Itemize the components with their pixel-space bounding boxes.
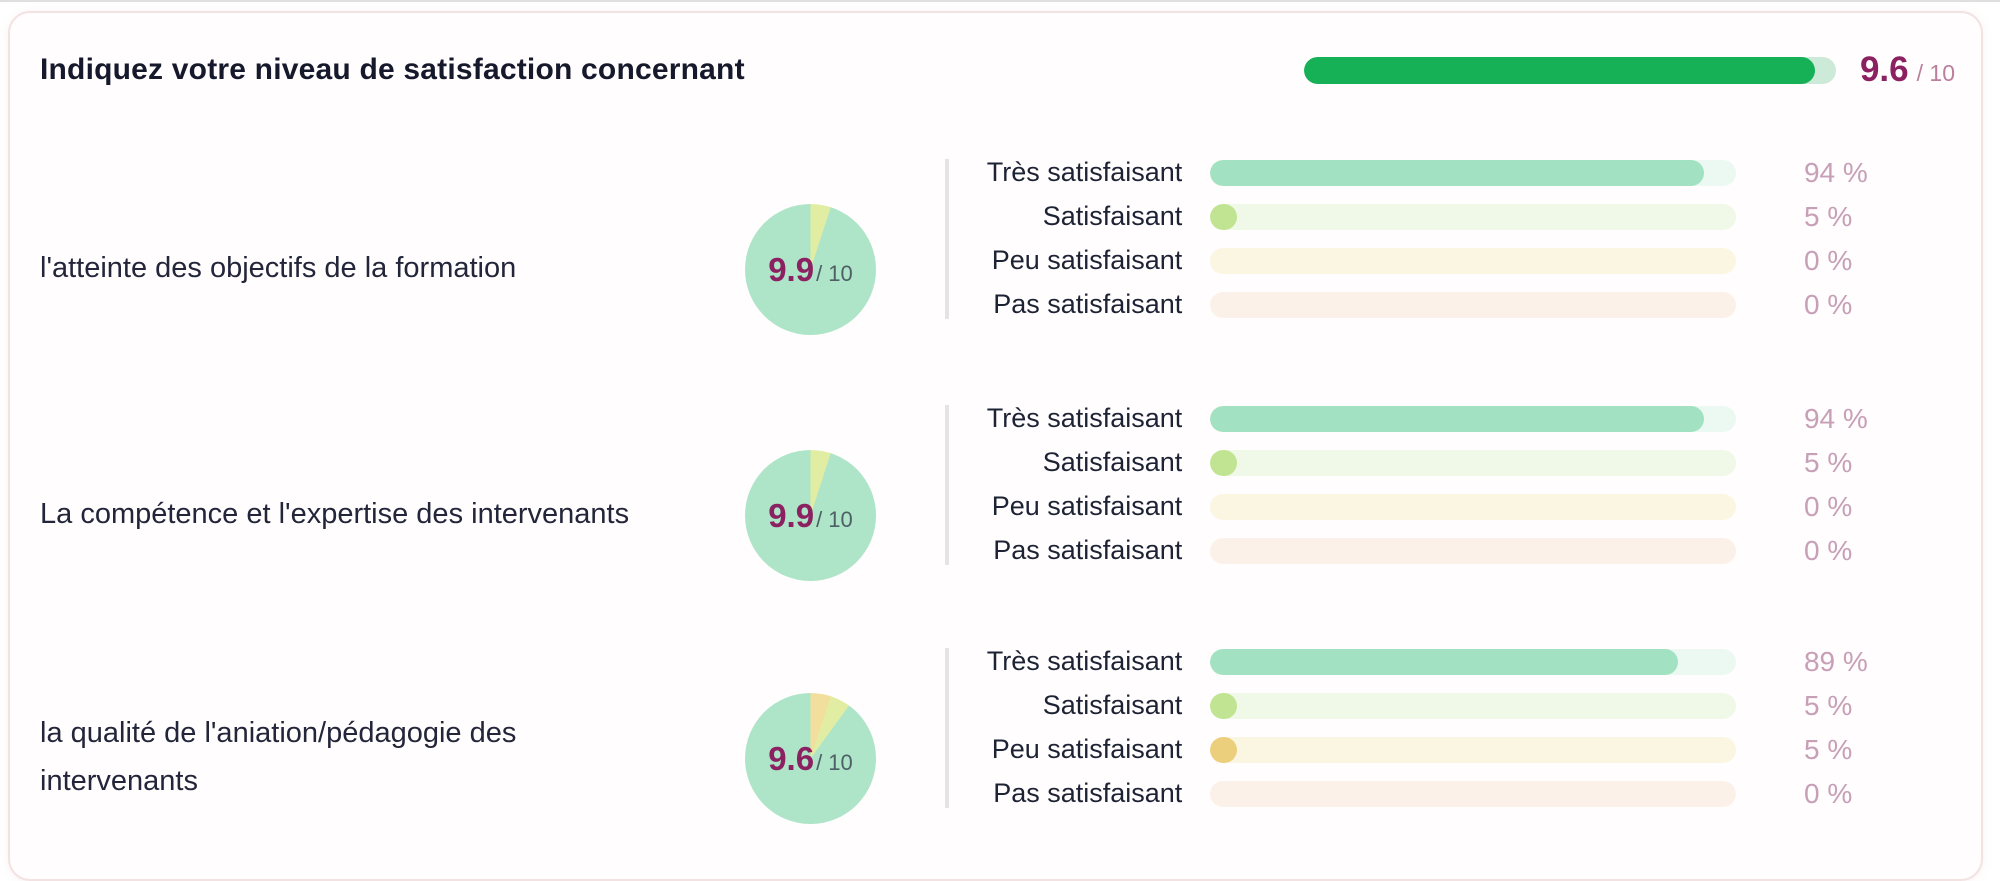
answer-bar-fill (1210, 692, 1237, 719)
answer-percent: 94 % (1803, 402, 1868, 434)
answer-bar-track (1210, 537, 1736, 564)
answer-label: Pas satisfaisant (993, 535, 1183, 565)
answer-row: Pas satisfaisant 0 % (965, 288, 1941, 320)
score-pie-chart: 9.9 / 10 (745, 204, 876, 335)
answer-label: Très satisfaisant (986, 157, 1183, 187)
question-label: l'atteinte des objectifs de la formation (40, 251, 517, 284)
answer-row: Très satisfaisant 94 % (965, 402, 1941, 434)
answer-bar-track (1210, 449, 1736, 476)
answer-row: Peu satisfaisant 0 % (965, 244, 1941, 276)
answers-group: Très satisfaisant 89 % Satisfaisant 5 % … (945, 645, 1941, 809)
answer-bar-track (1210, 405, 1736, 432)
answer-bar-fill (1210, 648, 1679, 675)
answer-label: Peu satisfaisant (991, 245, 1183, 275)
answer-row: Très satisfaisant 89 % (965, 645, 1941, 677)
question-label: La compétence et l'expertise des interve… (40, 497, 630, 530)
answer-percent: 5 % (1803, 733, 1853, 765)
card-header: Indiquez votre niveau de satisfaction co… (40, 45, 1955, 95)
answer-percent: 5 % (1803, 446, 1853, 478)
answer-row: Peu satisfaisant 5 % (965, 733, 1941, 765)
overall-score-block: 9.6 / 10 (1303, 50, 1955, 90)
answer-row: Peu satisfaisant 0 % (965, 490, 1941, 522)
answer-percent: 94 % (1803, 156, 1868, 188)
satisfaction-card: Indiquez votre niveau de satisfaction co… (8, 11, 1983, 881)
answers-group: Très satisfaisant 94 % Satisfaisant 5 % … (945, 156, 1941, 320)
answer-row: Pas satisfaisant 0 % (965, 534, 1941, 566)
answer-row: Très satisfaisant 94 % (965, 156, 1941, 188)
pie-score: 9.6 / 10 (768, 740, 853, 778)
overall-score-value: 9.6 (1859, 50, 1909, 89)
answer-bar-track (1210, 203, 1736, 230)
pie-score-value: 9.9 (768, 496, 815, 534)
answer-label: Satisfaisant (1042, 447, 1183, 477)
answer-row: Satisfaisant 5 % (965, 200, 1941, 232)
answer-row: Satisfaisant 5 % (965, 446, 1941, 478)
answer-bar-fill (1210, 203, 1237, 230)
answer-row: Pas satisfaisant 0 % (965, 777, 1941, 809)
answer-label: Satisfaisant (1042, 201, 1183, 231)
score-pie-chart: 9.6 / 10 (745, 693, 876, 824)
answer-bar-fill (1210, 449, 1237, 476)
answer-percent: 5 % (1803, 200, 1853, 232)
question-row: la qualité de l'aniation/pédagogie des i… (40, 630, 1941, 825)
overall-score: 9.6 / 10 (1860, 50, 1955, 90)
question-row: l'atteinte des objectifs de la formation… (40, 141, 1941, 336)
score-pie-chart: 9.9 / 10 (745, 450, 876, 581)
answer-label: Peu satisfaisant (991, 491, 1183, 521)
answer-label: Pas satisfaisant (993, 778, 1183, 808)
answer-bar-track (1210, 159, 1736, 186)
question-row: La compétence et l'expertise des interve… (40, 387, 1941, 582)
answer-bar-track (1210, 780, 1736, 807)
top-divider-line (0, 0, 2000, 2)
answer-percent: 89 % (1803, 645, 1868, 677)
pie-score-value: 9.9 (768, 250, 815, 288)
answer-percent: 0 % (1803, 244, 1853, 276)
pie-score: 9.9 / 10 (768, 251, 853, 289)
answer-label: Très satisfaisant (986, 403, 1183, 433)
page-title: Indiquez votre niveau de satisfaction co… (40, 53, 745, 86)
pie-score-denominator: / 10 (816, 506, 853, 532)
pie-score-value: 9.6 (768, 739, 815, 777)
answer-percent: 5 % (1803, 689, 1853, 721)
answer-percent: 0 % (1803, 534, 1853, 566)
answers-group: Très satisfaisant 94 % Satisfaisant 5 % … (945, 402, 1941, 566)
answer-label: Satisfaisant (1042, 690, 1183, 720)
overall-score-denominator: / 10 (1916, 60, 1955, 86)
answer-percent: 0 % (1803, 288, 1853, 320)
overall-progress-fill (1303, 56, 1815, 84)
overall-progress-track (1303, 56, 1836, 84)
answer-percent: 0 % (1803, 490, 1853, 522)
answer-bar-track (1210, 736, 1736, 763)
pie-score-denominator: / 10 (816, 749, 853, 775)
answer-row: Satisfaisant 5 % (965, 689, 1941, 721)
answer-bar-track (1210, 291, 1736, 318)
answer-bar-fill (1210, 736, 1237, 763)
answer-bar-fill (1210, 405, 1705, 432)
question-label: la qualité de l'aniation/pédagogie des i… (40, 716, 517, 797)
answer-bar-track (1210, 692, 1736, 719)
answer-label: Pas satisfaisant (993, 289, 1183, 319)
pie-score: 9.9 / 10 (768, 497, 853, 535)
answer-label: Très satisfaisant (986, 646, 1183, 676)
answer-bar-track (1210, 247, 1736, 274)
answer-bar-track (1210, 493, 1736, 520)
answer-bar-track (1210, 648, 1736, 675)
answer-bar-fill (1210, 159, 1705, 186)
pie-score-denominator: / 10 (816, 260, 853, 286)
answer-label: Peu satisfaisant (991, 734, 1183, 764)
answer-percent: 0 % (1803, 777, 1853, 809)
